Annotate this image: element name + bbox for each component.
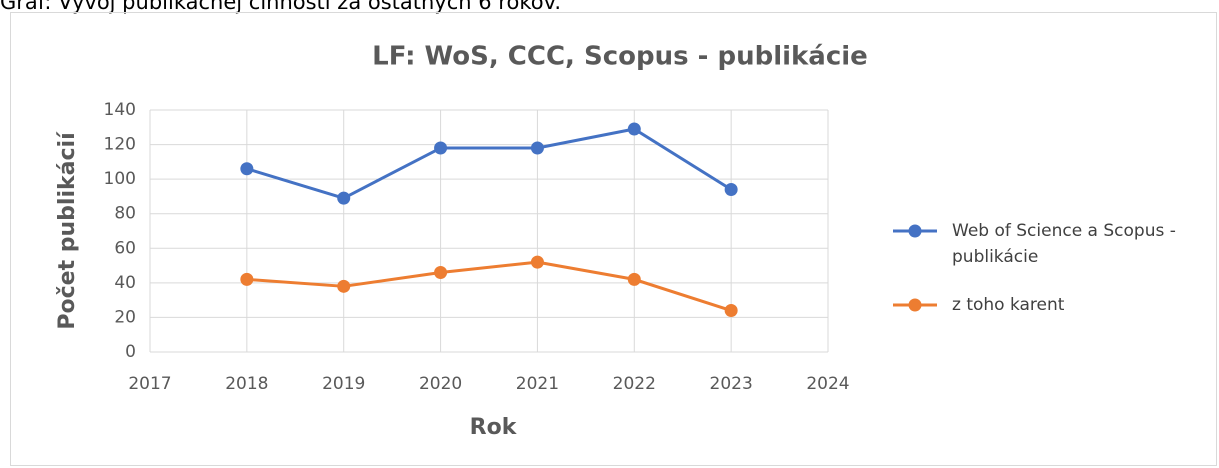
y-tick-label: 60 [114,238,136,258]
x-axis-label: Rok [470,415,518,440]
legend-label: z toho karent [952,295,1065,315]
y-tick-label: 0 [125,342,136,362]
x-tick-label: 2024 [806,374,849,394]
chart-border [10,12,1217,466]
y-tick-label: 140 [104,100,136,120]
x-tick-label: 2019 [322,374,365,394]
series-line [246,260,732,312]
data-point [627,122,641,136]
data-point [337,279,351,293]
legend-label: Web of Science a Scopus - publikácie [952,221,1176,267]
x-tick-label: 2022 [613,374,656,394]
data-point [627,272,641,286]
x-tick-label: 2020 [419,374,462,394]
data-point [434,141,448,155]
x-tick-label: 2017 [128,374,171,394]
data-point [724,304,738,318]
data-point [240,272,254,286]
series-line [246,127,732,200]
chart-title: LF: WoS, CCC, Scopus - publikácie [372,42,868,72]
y-tick-label: 120 [104,135,136,155]
y-tick-label: 100 [104,169,136,189]
y-tick-label: 80 [114,204,136,224]
data-point [530,255,544,269]
y-tick-label: 20 [114,307,136,327]
data-point [240,162,254,176]
y-tick-label: 40 [114,273,136,293]
x-tick-label: 2021 [516,374,559,394]
caption: Graf: Vývoj publikačnej činnosti za osta… [0,0,562,14]
x-tick-label: 2023 [710,374,753,394]
legend-marker [908,298,922,312]
x-tick-label: 2018 [225,374,268,394]
y-axis-label: Počet publikácií [55,131,80,330]
data-point [724,183,738,197]
legend-marker [908,224,922,238]
data-point [434,265,448,279]
data-point [530,141,544,155]
data-point [337,191,351,205]
